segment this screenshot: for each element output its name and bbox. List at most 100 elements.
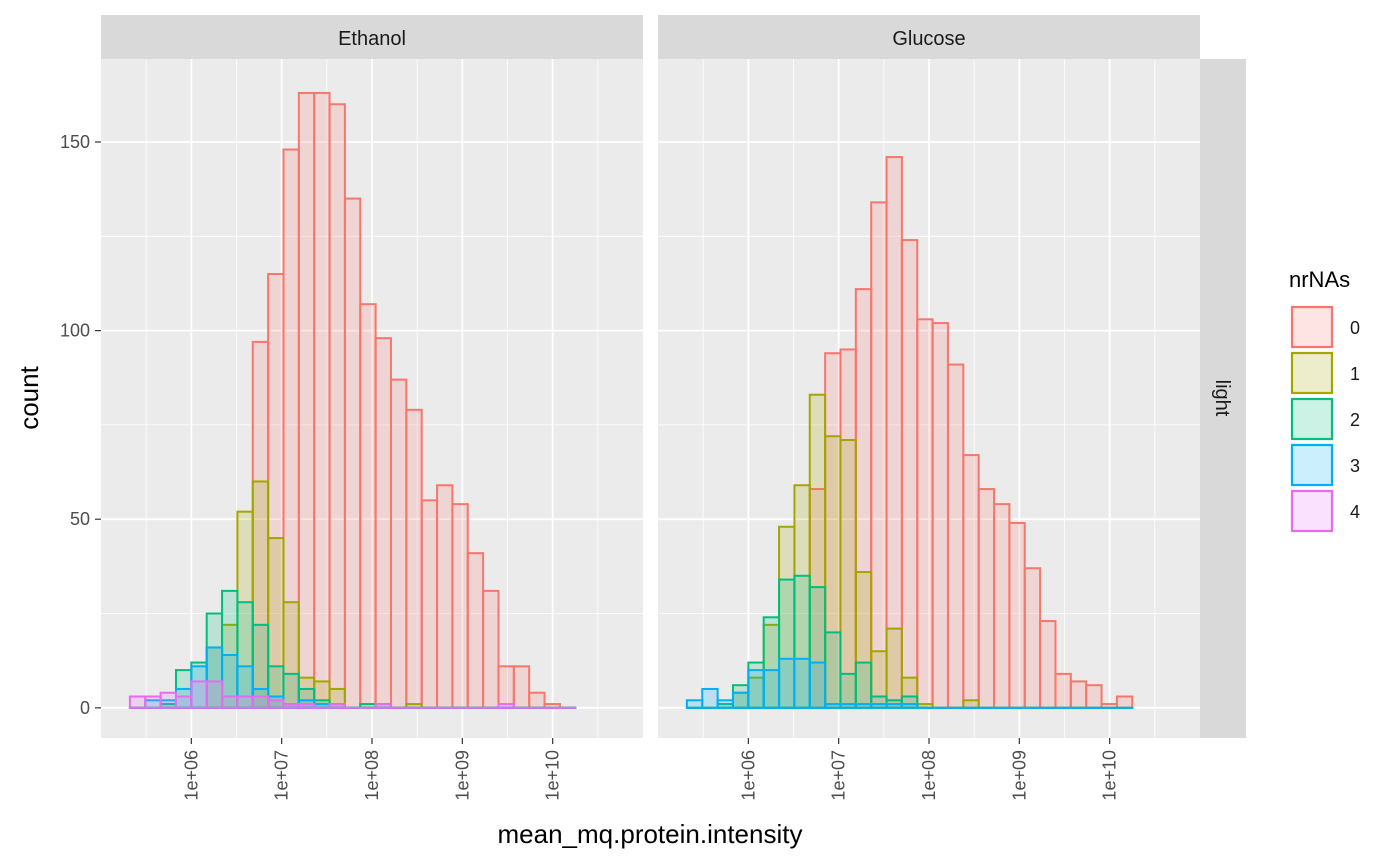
y-tick-label: 150 [60,132,90,152]
x-tick-label: 1e+08 [919,750,939,801]
histogram-bar [808,661,827,709]
histogram-bar [839,672,857,709]
histogram-bar [870,703,888,709]
histogram-bar [993,503,1011,709]
histogram-bar [282,672,300,709]
x-tick-label: 1e+07 [272,750,292,801]
y-tick-label: 0 [80,698,90,718]
row-strip [1200,59,1246,738]
histogram-bar [221,695,239,709]
histogram-bar [1085,684,1103,709]
histogram-bar [190,680,208,709]
histogram-bar [931,322,949,709]
histogram-bar [885,703,903,709]
histogram-bar [916,318,934,709]
histogram-bar [762,669,781,709]
x-tick-label: 1e+07 [829,750,849,801]
histogram-bar [1023,567,1042,709]
x-tick-label: 1e+09 [452,750,472,801]
histogram-bar [343,197,362,709]
histogram-bar [328,103,346,709]
y-axis: 0 50 100 150 [60,132,101,718]
histogram-bar [174,695,193,709]
histogram-bar [885,627,903,709]
x-tick-label: 1e+06 [738,750,758,801]
histogram-bar [251,695,270,709]
histogram-bar [962,699,980,709]
histogram-bar [1069,680,1088,709]
facet-strip-title-1: Ethanol [338,28,406,50]
histogram-bar [716,699,734,709]
legend-label: 3 [1350,456,1360,476]
legend-label: 1 [1350,364,1360,384]
histogram-bar [854,703,873,709]
histogram-bar [359,303,377,709]
histogram-bar [159,691,177,709]
histogram-bar [328,703,346,709]
histogram-bar [236,695,254,709]
x-tick-label: 1e+10 [1100,750,1120,801]
facet-strip-title-2: Glucose [892,28,965,50]
histogram-bar [128,695,147,709]
histogram-bar [824,631,842,709]
histogram-bar [420,499,439,709]
histogram-bar [824,703,842,709]
histogram-bar [482,589,500,709]
histogram-bar [793,657,811,709]
panel-ethanol [101,59,643,738]
histogram-bar [685,699,704,709]
histogram-bar [1008,521,1026,709]
histogram-bar [885,156,903,709]
legend-key-bg [1290,351,1334,395]
histogram-bar [962,454,980,709]
y-axis-title: count [14,365,44,429]
x-axis: 1e+06 1e+07 1e+08 1e+09 1e+10 1e+06 1e+07 1e+08… [181,738,1120,801]
histogram-bar [451,503,469,709]
x-tick-label: 1e+06 [181,750,201,801]
legend-key [1290,305,1334,349]
histogram-bar [297,91,316,709]
legend-key-bg [1290,443,1334,487]
y-tick-label: 50 [70,509,90,529]
row-strip-label: light [1211,380,1233,417]
histogram-bar [389,378,408,709]
x-tick-label: 1e+08 [362,750,382,801]
histogram-bar [436,484,454,709]
histogram-bar [205,680,224,709]
histogram-bar [854,661,873,709]
panel-glucose [658,59,1200,738]
histogram-bar [778,657,796,709]
legend-label: 2 [1350,410,1360,430]
histogram-bar [900,239,919,709]
x-tick-label: 1e+10 [543,750,563,801]
histogram-bar [466,552,485,709]
histogram-bar [870,201,888,709]
histogram-bar [497,665,515,709]
histogram-bar [267,699,285,709]
legend-label: 4 [1350,502,1360,522]
legend-key [1290,397,1334,441]
histogram-bar [1039,620,1057,709]
x-axis-title: mean_mq.protein.intensity [498,819,803,849]
histogram-bar [297,703,316,709]
histogram-bar [1115,695,1134,709]
histogram-bar [528,691,546,709]
histogram-bar [512,665,531,709]
histogram-bar [747,669,765,709]
legend-key-bg [1290,305,1334,349]
histogram-bar [701,687,719,709]
histogram-bar [497,703,515,709]
legend-key-bg [1290,489,1334,533]
histogram-bar [977,488,996,709]
histogram-bar [144,695,162,709]
histogram-bar [839,703,857,709]
histogram-bar [900,703,919,709]
legend-key-bg [1290,397,1334,441]
histogram-bar [313,91,331,709]
y-tick-label: 100 [60,321,90,341]
histogram-bar [405,408,423,709]
legend-key [1290,489,1334,533]
histogram-bar [1054,672,1072,709]
x-tick-label: 1e+09 [1009,750,1029,801]
